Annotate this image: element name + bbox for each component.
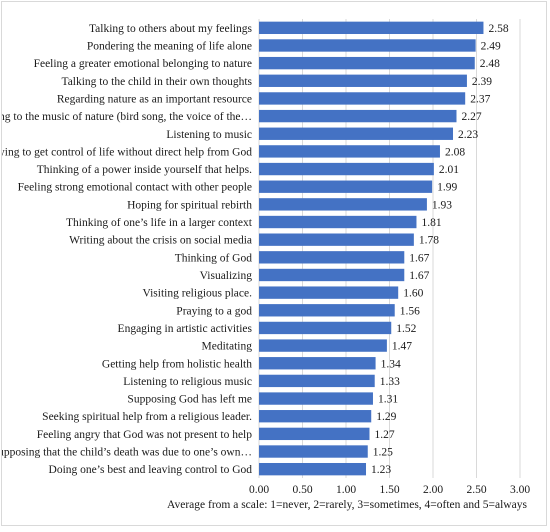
category-label: Listening to religious music (123, 376, 252, 388)
category-label: Engaging in artistic activities (118, 323, 253, 335)
category-label: Meditating (202, 341, 253, 353)
bar (259, 339, 387, 352)
data-label: 2.48 (480, 58, 500, 70)
data-label: 1.60 (403, 288, 423, 300)
category-label: Visiting religious place. (143, 288, 253, 300)
bar (259, 392, 373, 405)
bar (259, 145, 440, 158)
bar (259, 180, 433, 193)
category-label: Writing about the crisis on social media (69, 235, 252, 247)
x-tick-label: 3.00 (510, 484, 530, 496)
data-label: 2.08 (445, 146, 465, 158)
bar (259, 268, 405, 282)
data-label: 1.31 (378, 394, 398, 406)
data-label: 1.47 (392, 341, 412, 353)
data-label: 1.52 (396, 323, 416, 335)
bar (259, 374, 375, 388)
data-label: 1.99 (437, 182, 457, 194)
data-label: 2.58 (488, 23, 508, 35)
bar (259, 127, 454, 140)
data-label: 1.78 (419, 235, 439, 247)
category-label: Seeking spiritual help from a religious … (42, 411, 252, 423)
category-label: Hoping for spiritual rebirth (127, 199, 252, 211)
x-tick-label: 2.00 (423, 484, 443, 496)
data-label: 2.01 (439, 164, 459, 176)
bar (259, 109, 457, 123)
category-label: Praying to a god (176, 305, 252, 317)
bar (259, 286, 399, 299)
bar (259, 321, 392, 335)
data-label: 1.93 (432, 199, 452, 211)
x-tick-label: 0.50 (292, 484, 312, 496)
bar (259, 74, 467, 87)
data-label: 2.37 (470, 93, 490, 105)
category-label: Listening to music (166, 129, 252, 141)
bar (259, 198, 427, 211)
category-label: Getting help from holistic health (102, 358, 252, 370)
bar (259, 215, 417, 229)
bar (259, 357, 376, 370)
bar-chart: Talking to others about my feelings Ponde… (0, 19, 530, 511)
data-label: 1.34 (381, 358, 401, 370)
data-label: 2.23 (458, 129, 478, 141)
x-tick-label: 1.00 (336, 484, 356, 496)
data-label: 1.29 (376, 411, 396, 423)
category-label: Supposing that the child’s death was due… (2, 447, 252, 459)
x-tick-label: 2.50 (466, 484, 486, 496)
category-label: Feeling a greater emotional belonging to… (34, 58, 252, 70)
category-label: Pondering the meaning of life alone (87, 40, 252, 52)
bar (259, 410, 372, 423)
x-axis-title: Average from a scale: 1=never, 2=rarely,… (167, 499, 527, 511)
data-label: 1.67 (409, 252, 429, 264)
category-label: Talking to the child in their own though… (61, 76, 252, 88)
bar (259, 251, 405, 264)
data-label: 1.27 (374, 429, 394, 441)
bar (259, 462, 367, 476)
x-tick-label: 1.50 (379, 484, 399, 496)
category-labels: Talking to others about my feelings Ponde… (0, 23, 253, 476)
bar (259, 445, 368, 458)
category-label: Thinking of a power inside yourself that… (37, 164, 252, 176)
data-label: 1.25 (373, 447, 393, 459)
bar (259, 39, 476, 52)
category-label: Thinking of one’s life in a larger conte… (66, 217, 253, 229)
gridlines (258, 19, 521, 478)
bar (259, 92, 466, 105)
category-label: Visualizing (200, 270, 253, 282)
category-label: Regarding nature as an important resourc… (57, 93, 252, 105)
category-label: Feeling angry that God was not present t… (37, 429, 253, 441)
x-tick-labels: 0.00 0.50 1.00 1.50 2.00 2.50 3.00 (249, 484, 530, 496)
data-label: 1.67 (409, 270, 429, 282)
category-label: Talking to others about my feelings (89, 23, 253, 35)
category-label: Doing one’s best and leaving control to … (49, 464, 253, 476)
data-label: 1.33 (380, 376, 400, 388)
bar (259, 233, 414, 246)
data-label: 1.81 (421, 217, 441, 229)
category-label: Listening to the music of nature (bird s… (2, 111, 252, 123)
value-labels: 2.58 2.49 2.48 2.39 2.37 2.27 2.23 2.08 2.01 1.99… (371, 23, 509, 476)
bar (259, 304, 395, 317)
bar (259, 21, 484, 35)
data-label: 2.49 (481, 40, 501, 52)
category-label: Feeling strong emotional contact with ot… (18, 182, 252, 194)
data-label: 2.39 (472, 76, 492, 88)
x-tick-label: 0.00 (249, 484, 269, 496)
category-label: Supposing God has left me (127, 394, 252, 406)
bars (259, 21, 484, 476)
data-label: 2.27 (461, 111, 481, 123)
category-label: Trying to get control of life without di… (2, 146, 252, 158)
data-label: 1.23 (371, 464, 391, 476)
data-label: 1.56 (400, 305, 420, 317)
bar (259, 56, 475, 70)
bar (259, 162, 434, 176)
category-label: Thinking of God (175, 252, 253, 264)
bar (259, 427, 370, 441)
